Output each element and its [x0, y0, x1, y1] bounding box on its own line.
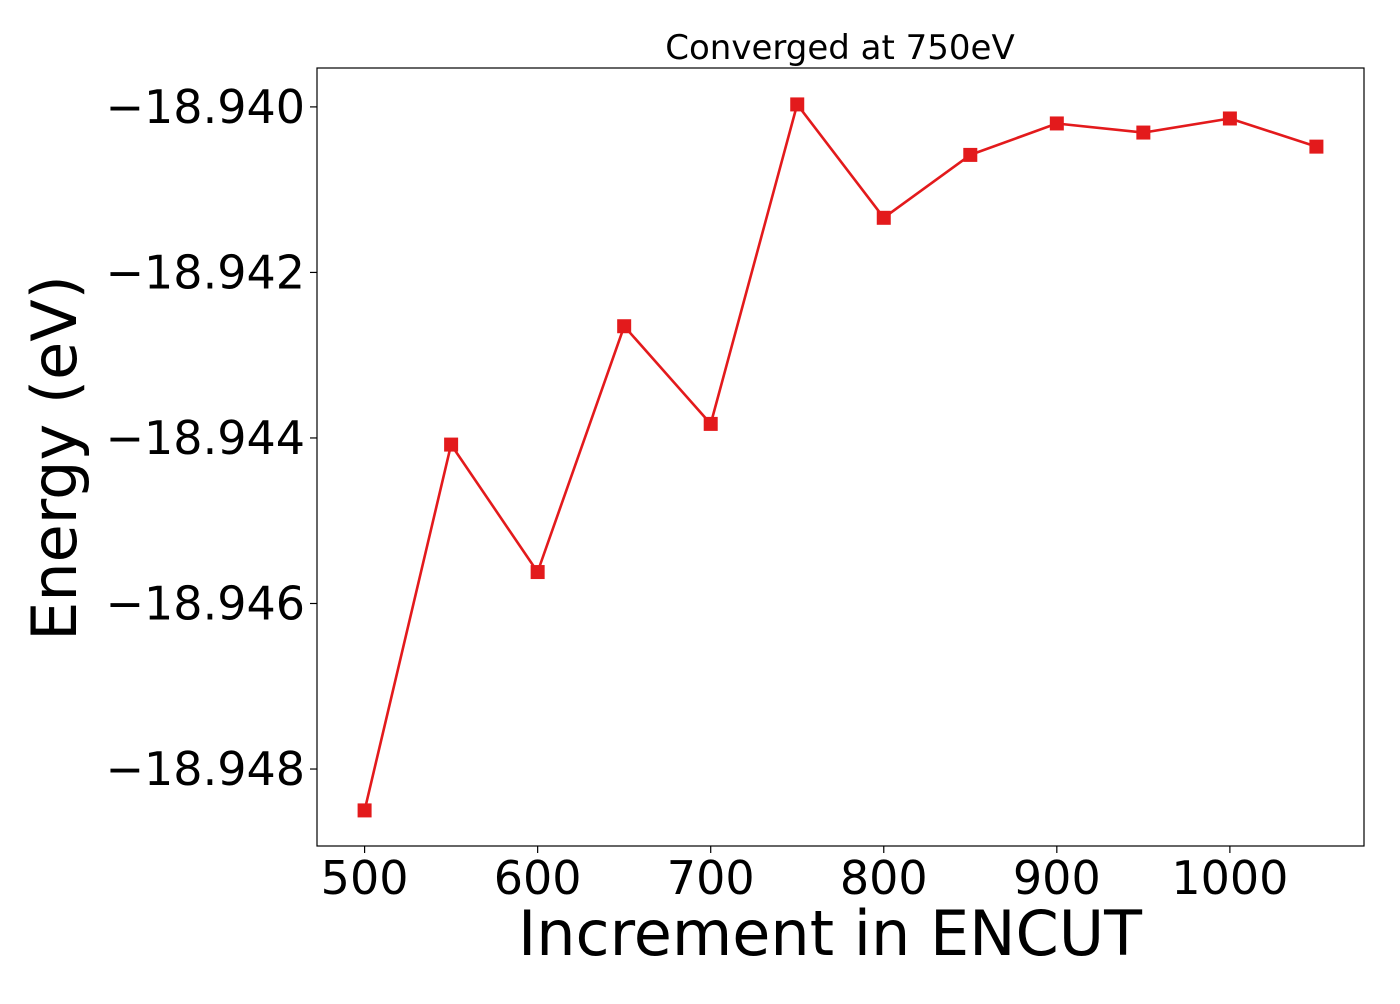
y-axis-title: Energy (eV) [18, 275, 91, 641]
y-tick-label: −18.944 [106, 411, 306, 465]
series-line [363, 103, 1317, 811]
x-tick-label: 700 [667, 851, 755, 905]
data-point [963, 147, 978, 162]
chart-title: Converged at 750eV [665, 28, 1014, 68]
y-tick-label: −18.942 [106, 245, 306, 299]
data-point [1222, 111, 1237, 126]
data-point [530, 565, 545, 580]
y-tick-label: −18.948 [106, 742, 306, 796]
plot-area: 500 600 700 800 900 1000 −18.948 −18.946 −18.944… [106, 67, 1365, 905]
x-tick-label: 800 [840, 851, 928, 905]
data-point [357, 803, 372, 818]
data-point [617, 319, 632, 334]
y-tick-label: −18.940 [106, 80, 306, 134]
data-point [1309, 139, 1324, 154]
data-point [876, 210, 891, 225]
x-tick-label: 900 [1013, 851, 1101, 905]
data-point [703, 416, 718, 431]
data-point [1136, 125, 1151, 140]
x-tick-label: 1000 [1171, 851, 1288, 905]
x-axis-title: Increment in ENCUT [518, 897, 1143, 970]
x-tick-label: 500 [321, 851, 409, 905]
plot-frame [316, 67, 1365, 847]
x-tick-label: 600 [494, 851, 582, 905]
data-point [444, 437, 459, 452]
data-point [790, 97, 805, 112]
y-tick-label: −18.946 [106, 576, 306, 630]
data-point [1049, 116, 1064, 131]
